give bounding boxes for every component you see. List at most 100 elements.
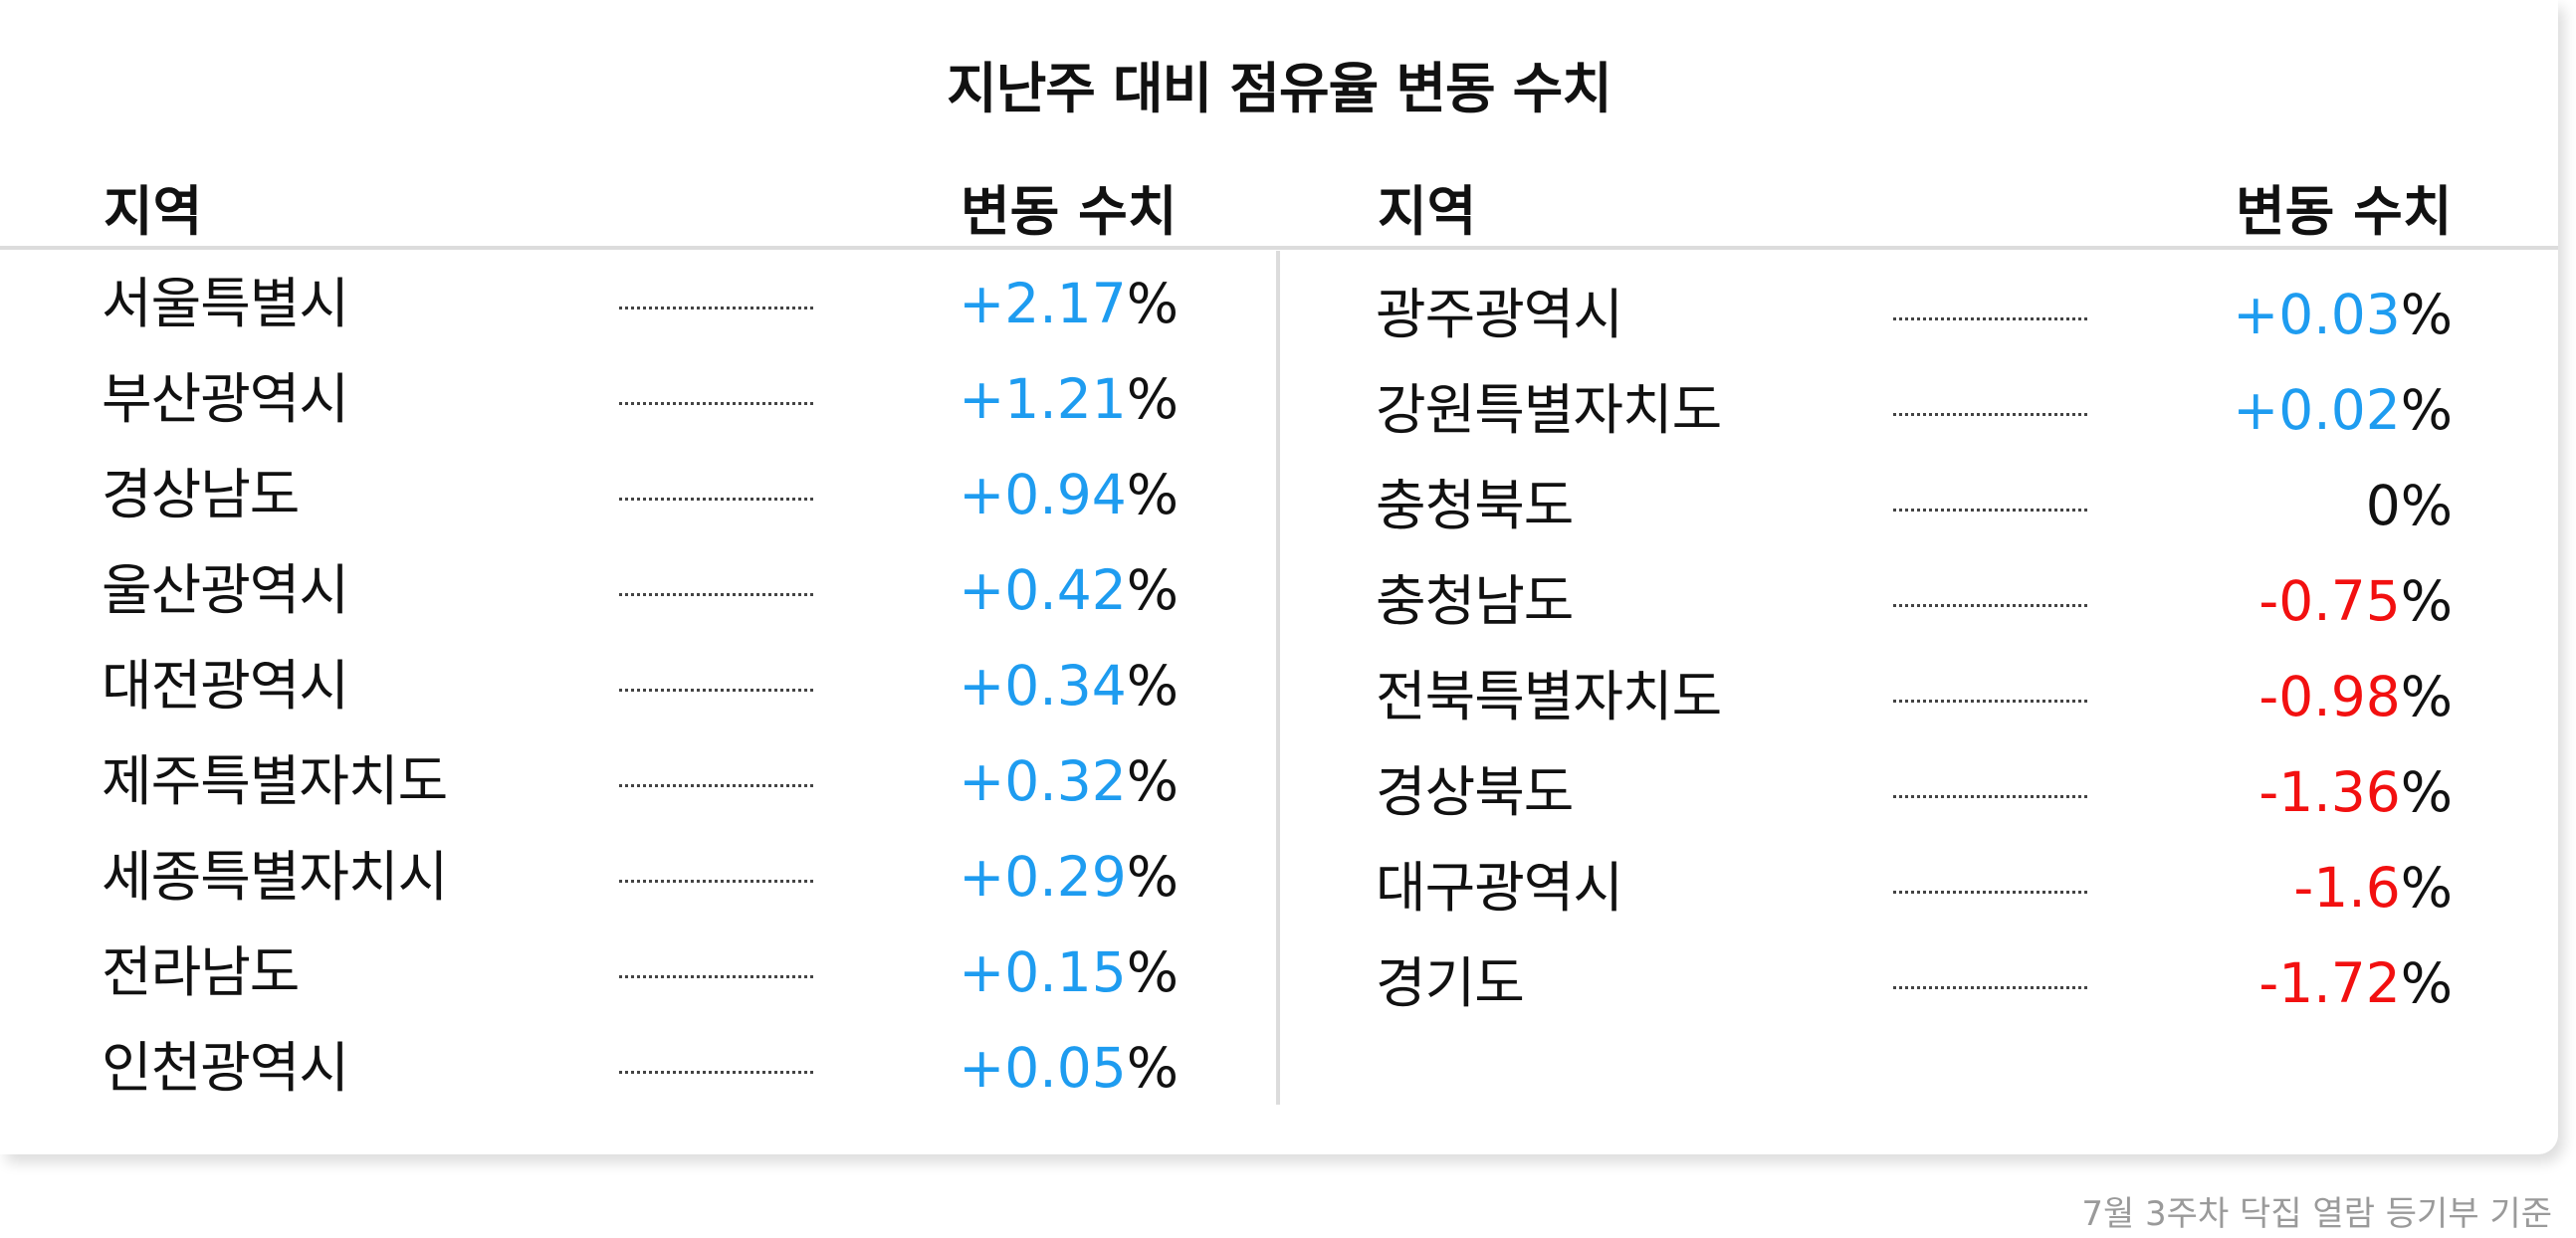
change-value: +0.05% [959,1020,1179,1116]
dot-leader [1893,413,2087,416]
region-name: 경상남도 [102,463,300,526]
region-name: 대전광역시 [102,654,349,718]
percent-unit: % [1126,367,1179,431]
dot-leader [1893,986,2087,989]
dot-leader [1893,509,2087,512]
change-number: +0.29 [959,845,1127,909]
change-value: -1.36% [2258,744,2453,840]
region-name: 충청북도 [1376,474,1574,537]
percent-unit: % [1126,654,1179,718]
percent-unit: % [1126,940,1179,1004]
percent-unit: % [1126,463,1179,526]
dot-leader [1893,604,2087,607]
change-value: +0.34% [959,638,1179,733]
header-change-left: 변동 수치 [961,180,1178,243]
header-region-left: 지역 [104,180,203,243]
region-name: 세종특별자치시 [102,845,448,909]
header-divider [0,246,2558,250]
table-row: 인천광역시 +0.05% [102,1020,1179,1116]
change-value: +0.02% [2233,362,2453,458]
region-name: 광주광역시 [1376,283,1623,346]
change-value: -1.6% [2293,840,2453,935]
dot-leader [619,307,813,310]
dot-leader [1893,795,2087,798]
change-number: -0.75 [2258,569,2401,633]
percent-unit: % [2400,951,2453,1015]
change-number: +0.15 [959,940,1127,1004]
region-name: 인천광역시 [102,1036,349,1100]
change-value: +0.15% [959,925,1179,1020]
change-number: -1.72 [2258,951,2401,1015]
table-row: 경기도 -1.72% [1376,935,2453,1031]
table-row: 대구광역시 -1.6% [1376,840,2453,935]
region-name: 전라남도 [102,940,300,1004]
source-note: 7월 3주차 닥집 열람 등기부 기준 [2081,1194,2552,1234]
region-name: 제주특별자치도 [102,749,448,813]
column-divider [1276,251,1280,1105]
dot-leader [1893,891,2087,894]
region-name: 부산광역시 [102,367,349,431]
region-name: 충청남도 [1376,569,1574,633]
percent-unit: % [2400,569,2453,633]
change-number: +0.05 [959,1036,1127,1100]
table-row: 광주광역시 +0.03% [1376,267,2453,362]
percent-unit: % [2400,283,2453,346]
table-row: 대전광역시 +0.34% [102,638,1179,733]
change-value: +1.21% [959,351,1179,447]
table-row: 전북특별자치도 -0.98% [1376,649,2453,744]
region-name: 경상북도 [1376,760,1574,824]
change-value: -0.75% [2258,553,2453,649]
change-value: +2.17% [959,256,1179,351]
table-row: 강원특별자치도 +0.02% [1376,362,2453,458]
table-row: 제주특별자치도 +0.32% [102,733,1179,829]
table-row: 서울특별시 +2.17% [102,256,1179,351]
percent-unit: % [1126,845,1179,909]
table-row: 경상북도 -1.36% [1376,744,2453,840]
change-value: -1.72% [2258,935,2453,1031]
change-value: +0.94% [959,447,1179,542]
chart-title: 지난주 대비 점유율 변동 수치 [947,57,1612,120]
region-name: 서울특별시 [102,272,349,335]
change-number: -1.36 [2258,760,2401,824]
region-name: 경기도 [1376,951,1525,1015]
dot-leader [1893,317,2087,320]
change-number: +2.17 [959,272,1127,335]
table-row: 울산광역시 +0.42% [102,542,1179,638]
dot-leader [619,593,813,596]
percent-unit: % [1126,1036,1179,1100]
region-name: 울산광역시 [102,558,349,622]
dot-leader [619,1071,813,1074]
dot-leader [619,975,813,978]
region-name: 대구광역시 [1376,856,1623,920]
change-number: +0.34 [959,654,1127,718]
dot-leader [619,498,813,501]
change-number: -0.98 [2258,665,2401,728]
change-number: +0.02 [2233,378,2401,442]
region-name: 전북특별자치도 [1376,665,1722,728]
dot-leader [619,784,813,787]
percent-unit: % [1126,558,1179,622]
header-change-right: 변동 수치 [2236,180,2453,243]
table-row: 세종특별자치시 +0.29% [102,829,1179,925]
dot-leader [619,402,813,405]
percent-unit: % [2400,665,2453,728]
region-name: 강원특별자치도 [1376,378,1722,442]
percent-unit: % [1126,749,1179,813]
header-region-right: 지역 [1378,180,1477,243]
change-number: 0 [2365,474,2401,537]
table-row: 충청북도 0% [1376,458,2453,553]
percent-unit: % [2400,474,2453,537]
percent-unit: % [2400,760,2453,824]
percent-unit: % [2400,856,2453,920]
change-number: +0.94 [959,463,1127,526]
change-value: +0.32% [959,733,1179,829]
change-value: +0.42% [959,542,1179,638]
change-number: +1.21 [959,367,1127,431]
change-number: +0.03 [2233,283,2401,346]
dot-leader [1893,700,2087,703]
percent-unit: % [2400,378,2453,442]
dot-leader [619,880,813,883]
dot-leader [619,689,813,692]
table-row: 전라남도 +0.15% [102,925,1179,1020]
change-value: 0% [2366,458,2453,553]
